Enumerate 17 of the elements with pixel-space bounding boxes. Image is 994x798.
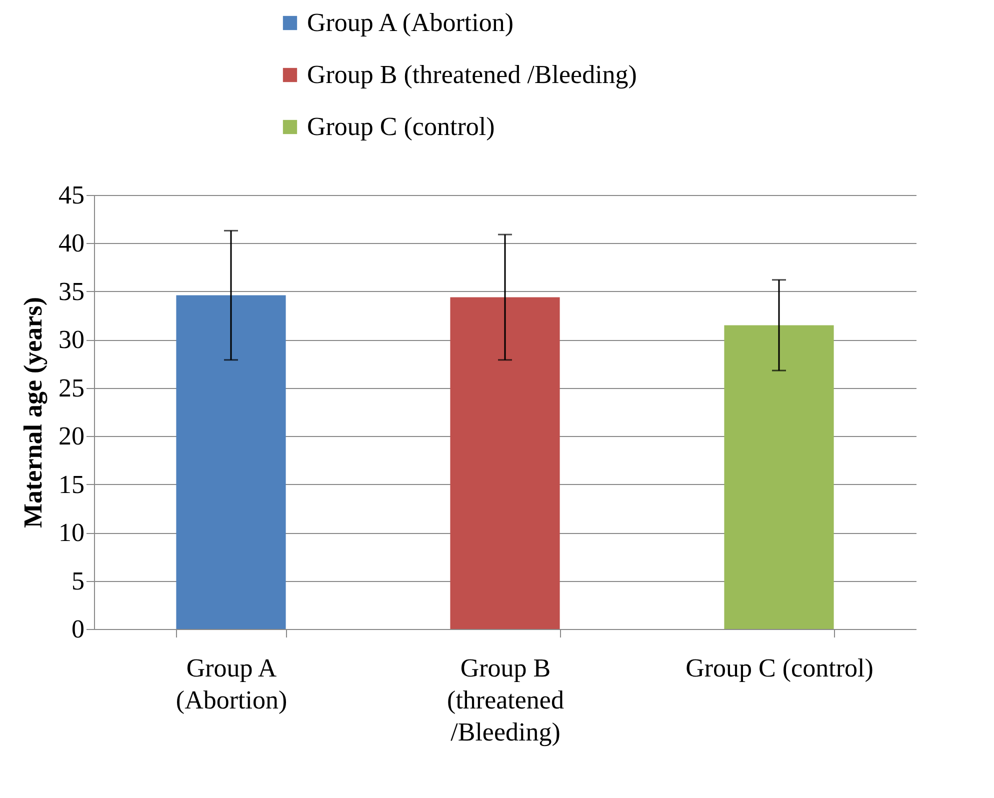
x-tick-label: Group B (threatened /Bleeding) — [447, 654, 564, 746]
y-tick-label: 45 — [58, 180, 84, 210]
y-tick-label: 40 — [58, 228, 84, 258]
y-tick-label: 15 — [58, 470, 84, 499]
y-tick-label: 5 — [72, 566, 84, 596]
y-tick-label: 20 — [58, 422, 84, 451]
legend-label: Group C (control) — [307, 112, 495, 141]
y-tick-label: 35 — [58, 276, 84, 306]
x-tick-label: Group A (Abortion) — [176, 654, 288, 714]
y-tick-label: 0 — [72, 614, 84, 644]
legend-label: Group B (threatened /Bleeding) — [307, 60, 637, 89]
legend-label: Group A (Abortion) — [307, 8, 514, 37]
x-tick-label: Group C (control) — [686, 654, 874, 682]
y-tick-label: 10 — [58, 518, 84, 548]
y-axis-title: Maternal age (years) — [18, 296, 48, 528]
y-tick-label: 25 — [58, 373, 84, 402]
y-tick-label: 30 — [58, 325, 84, 354]
